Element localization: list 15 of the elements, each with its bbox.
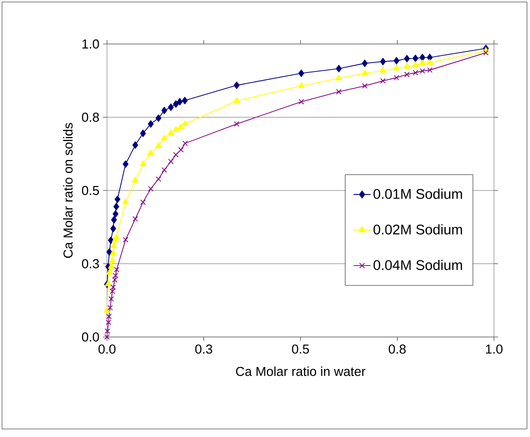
y-tick-label: 0.0 (82, 332, 99, 342)
y-tick-label: 0.5 (82, 186, 99, 196)
y-tick-label: 0.8 (82, 112, 99, 122)
x-tick-label: 0.0 (98, 344, 116, 354)
x-tick-label: 0.8 (388, 344, 406, 354)
y-tick-label: 1.0 (82, 39, 99, 49)
x-tick-label: 0.3 (195, 344, 212, 354)
legend-label: 0.04M Sodium (374, 260, 462, 270)
x-axis-title: Ca Molar ratio in water (236, 366, 366, 376)
y-axis-title: Ca Molar ratio on solids (63, 122, 73, 258)
legend-label: 0.01M Sodium (374, 188, 462, 199)
legend-label: 0.02M Sodium (374, 224, 462, 234)
x-tick-label: 1.0 (486, 344, 503, 354)
x-tick-label: 0.5 (292, 344, 309, 354)
y-tick-label: 0.3 (82, 259, 99, 268)
